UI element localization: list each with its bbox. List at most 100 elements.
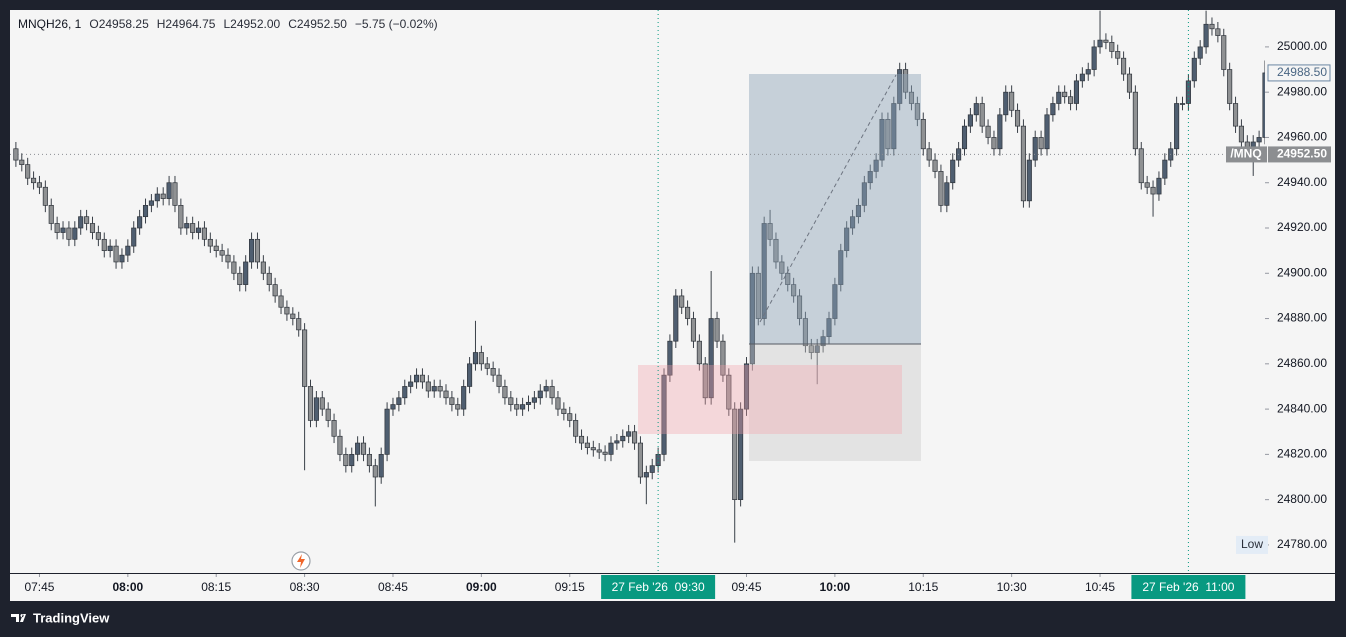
brand-logo	[11, 614, 26, 622]
candle-body	[419, 374, 425, 383]
candle-body	[1056, 91, 1062, 104]
candle-body	[1174, 103, 1180, 150]
chart-pane	[10, 10, 1335, 601]
candle-body	[1068, 96, 1074, 104]
candle-body	[260, 261, 266, 274]
candle-body	[785, 272, 791, 285]
candle-body	[1232, 103, 1239, 127]
candle-body	[1020, 125, 1026, 202]
candle-body	[1097, 39, 1103, 48]
candle-body	[219, 250, 225, 256]
legend-value: −5.75 (−0.02%)	[355, 17, 438, 31]
brand: TradingView	[11, 610, 110, 625]
candle-body	[1026, 159, 1032, 202]
candle-body	[879, 118, 885, 161]
candle-body	[820, 336, 826, 347]
candle-body	[496, 374, 502, 387]
candle-body	[549, 386, 555, 399]
candle-body	[720, 340, 726, 376]
candle-body	[266, 272, 272, 285]
candle-body	[307, 386, 314, 421]
low-label-box	[1236, 535, 1268, 554]
candle-body	[107, 245, 113, 251]
candle-body	[25, 164, 31, 179]
legend-symbol: MNQH26, 1	[18, 17, 82, 31]
legend-value: L24952.00	[223, 17, 280, 31]
candle-body	[131, 227, 137, 247]
candle-body	[243, 261, 249, 285]
candle-body	[472, 352, 479, 365]
candle-body	[378, 454, 384, 478]
candle-body	[732, 408, 738, 501]
price-label-box	[1267, 64, 1331, 82]
candle-body	[950, 159, 956, 184]
candle-body	[561, 408, 567, 414]
drawings	[638, 74, 921, 461]
candle-body	[355, 442, 361, 455]
candle-body	[1050, 103, 1056, 116]
candle-body	[490, 368, 496, 376]
candle-body	[284, 306, 290, 315]
candle-body	[443, 390, 449, 399]
y-tick-label: 24780.00	[1277, 537, 1327, 551]
candle-body	[101, 238, 107, 251]
candle-body	[1238, 125, 1244, 143]
candle-body	[690, 318, 697, 342]
candle-body	[796, 295, 803, 319]
candle-body	[148, 200, 154, 206]
candle-body	[408, 381, 414, 387]
x-tick-label: 10:30	[997, 580, 1027, 594]
candle-body	[891, 103, 897, 150]
candle-body	[413, 374, 420, 383]
candle-body	[390, 404, 396, 410]
x-tick-label: 10:45	[1085, 580, 1115, 594]
x-tick-label: 09:15	[555, 580, 585, 594]
overlay: 24780.00 24800.00 24820.00 24840.00 24860.00…	[10, 10, 1331, 599]
candle-body	[425, 381, 431, 392]
candle-body	[614, 440, 620, 444]
candle-body	[396, 397, 402, 405]
candle-body	[237, 272, 243, 285]
y-tick-label: 24940.00	[1277, 175, 1327, 189]
candle-body	[95, 232, 101, 240]
x-tick-label: 08:45	[378, 580, 408, 594]
candle-body	[119, 254, 125, 263]
candle-body	[89, 223, 96, 233]
candle-body	[531, 397, 537, 403]
candle-body	[1121, 57, 1127, 75]
candle-body	[743, 363, 750, 410]
x-tick-label: 08:00	[112, 580, 143, 594]
time-marker-box	[601, 575, 716, 599]
candle-body	[555, 397, 561, 410]
candle-body	[1197, 46, 1203, 59]
candle-body	[384, 408, 390, 455]
candle-body	[714, 318, 720, 342]
candle-body	[337, 435, 343, 455]
low-label: Low	[1241, 537, 1263, 551]
candle-body	[991, 137, 997, 150]
candle-body	[897, 69, 903, 104]
candle-body	[1191, 57, 1197, 82]
candle-body	[767, 223, 773, 240]
candle-body	[920, 118, 926, 150]
candle-body	[1003, 91, 1009, 116]
candle-body	[42, 186, 48, 206]
candle-body	[573, 420, 579, 437]
candle-body	[1256, 137, 1262, 143]
candle-body	[78, 216, 84, 229]
x-tick-label: 08:15	[201, 580, 231, 594]
candle-body	[773, 238, 779, 263]
candle-body	[1209, 23, 1215, 30]
candle-body	[726, 374, 732, 410]
candle-body	[637, 442, 643, 478]
candle-body	[861, 182, 867, 206]
candle-body	[349, 454, 355, 467]
candle-body	[36, 182, 43, 188]
candle-body	[903, 69, 909, 93]
candle-body	[178, 205, 184, 229]
candle-body	[514, 404, 520, 410]
candle-body	[48, 205, 54, 224]
candle-body	[932, 159, 938, 172]
candle-body	[814, 345, 820, 353]
